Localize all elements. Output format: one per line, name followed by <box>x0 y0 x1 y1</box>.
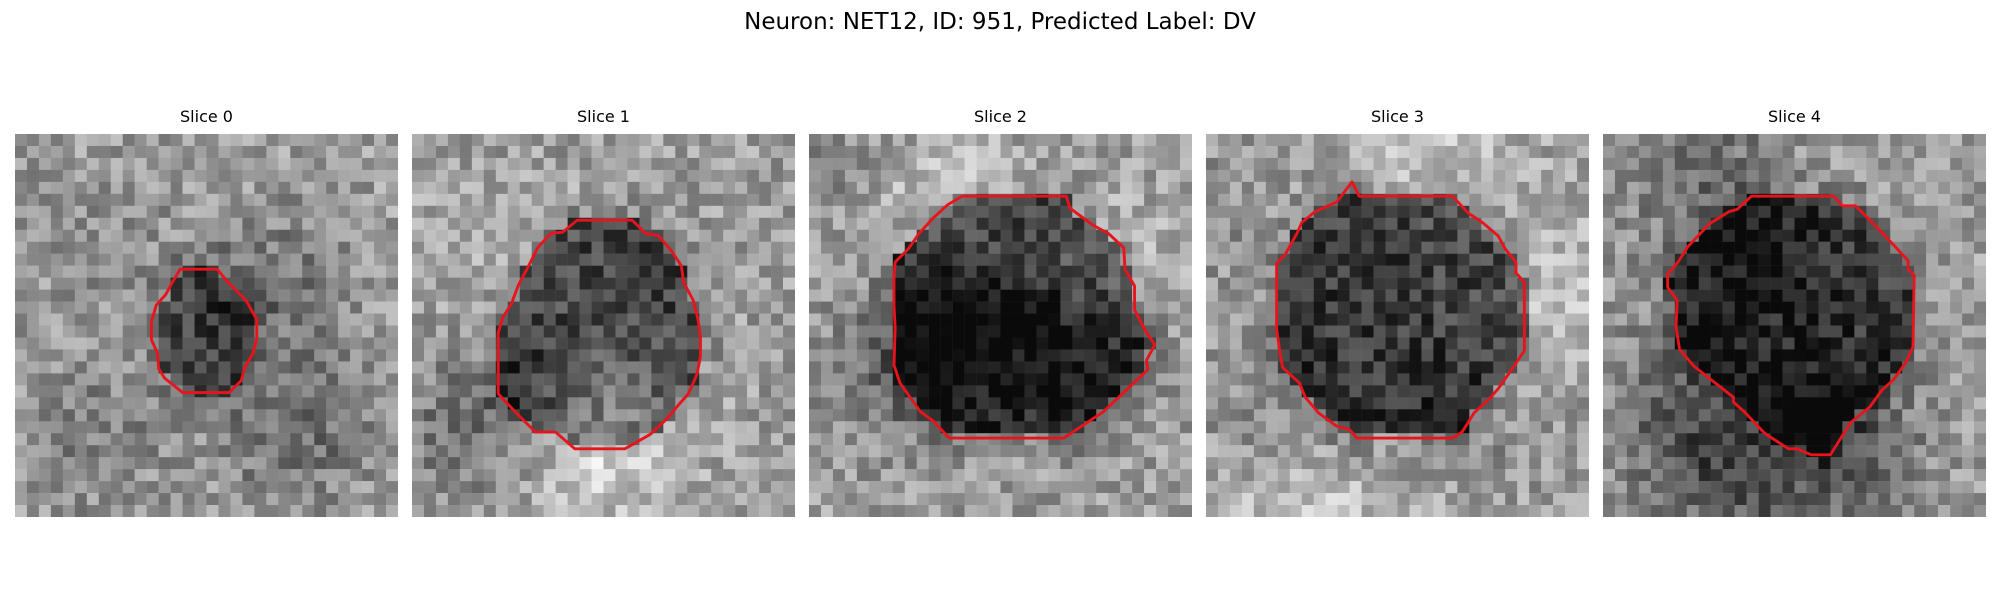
slice-title: Slice 4 <box>1768 107 1821 126</box>
slice-panel-0: Slice 0 <box>15 106 398 518</box>
slice-panel-4: Slice 4 <box>1603 106 1986 518</box>
slice-image <box>412 134 795 517</box>
slice-title: Slice 3 <box>1371 107 1424 126</box>
figure-title: Neuron: NET12, ID: 951, Predicted Label:… <box>744 9 1256 35</box>
roi-outline <box>1666 194 1916 457</box>
slice-panel-2: Slice 2 <box>809 106 1192 518</box>
roi-outline <box>892 194 1157 440</box>
slice-title: Slice 1 <box>577 107 630 126</box>
slice-image <box>15 134 398 517</box>
slice-title: Slice 2 <box>974 107 1027 126</box>
slice-image <box>1206 134 1589 517</box>
slice-image <box>809 134 1192 517</box>
slice-image <box>1603 134 1986 517</box>
roi-outline <box>496 218 702 451</box>
roi-outline <box>1275 180 1526 440</box>
slice-panel-3: Slice 3 <box>1206 106 1589 518</box>
roi-outline <box>150 267 259 394</box>
slice-panel-1: Slice 1 <box>412 106 795 518</box>
slice-title: Slice 0 <box>180 107 233 126</box>
